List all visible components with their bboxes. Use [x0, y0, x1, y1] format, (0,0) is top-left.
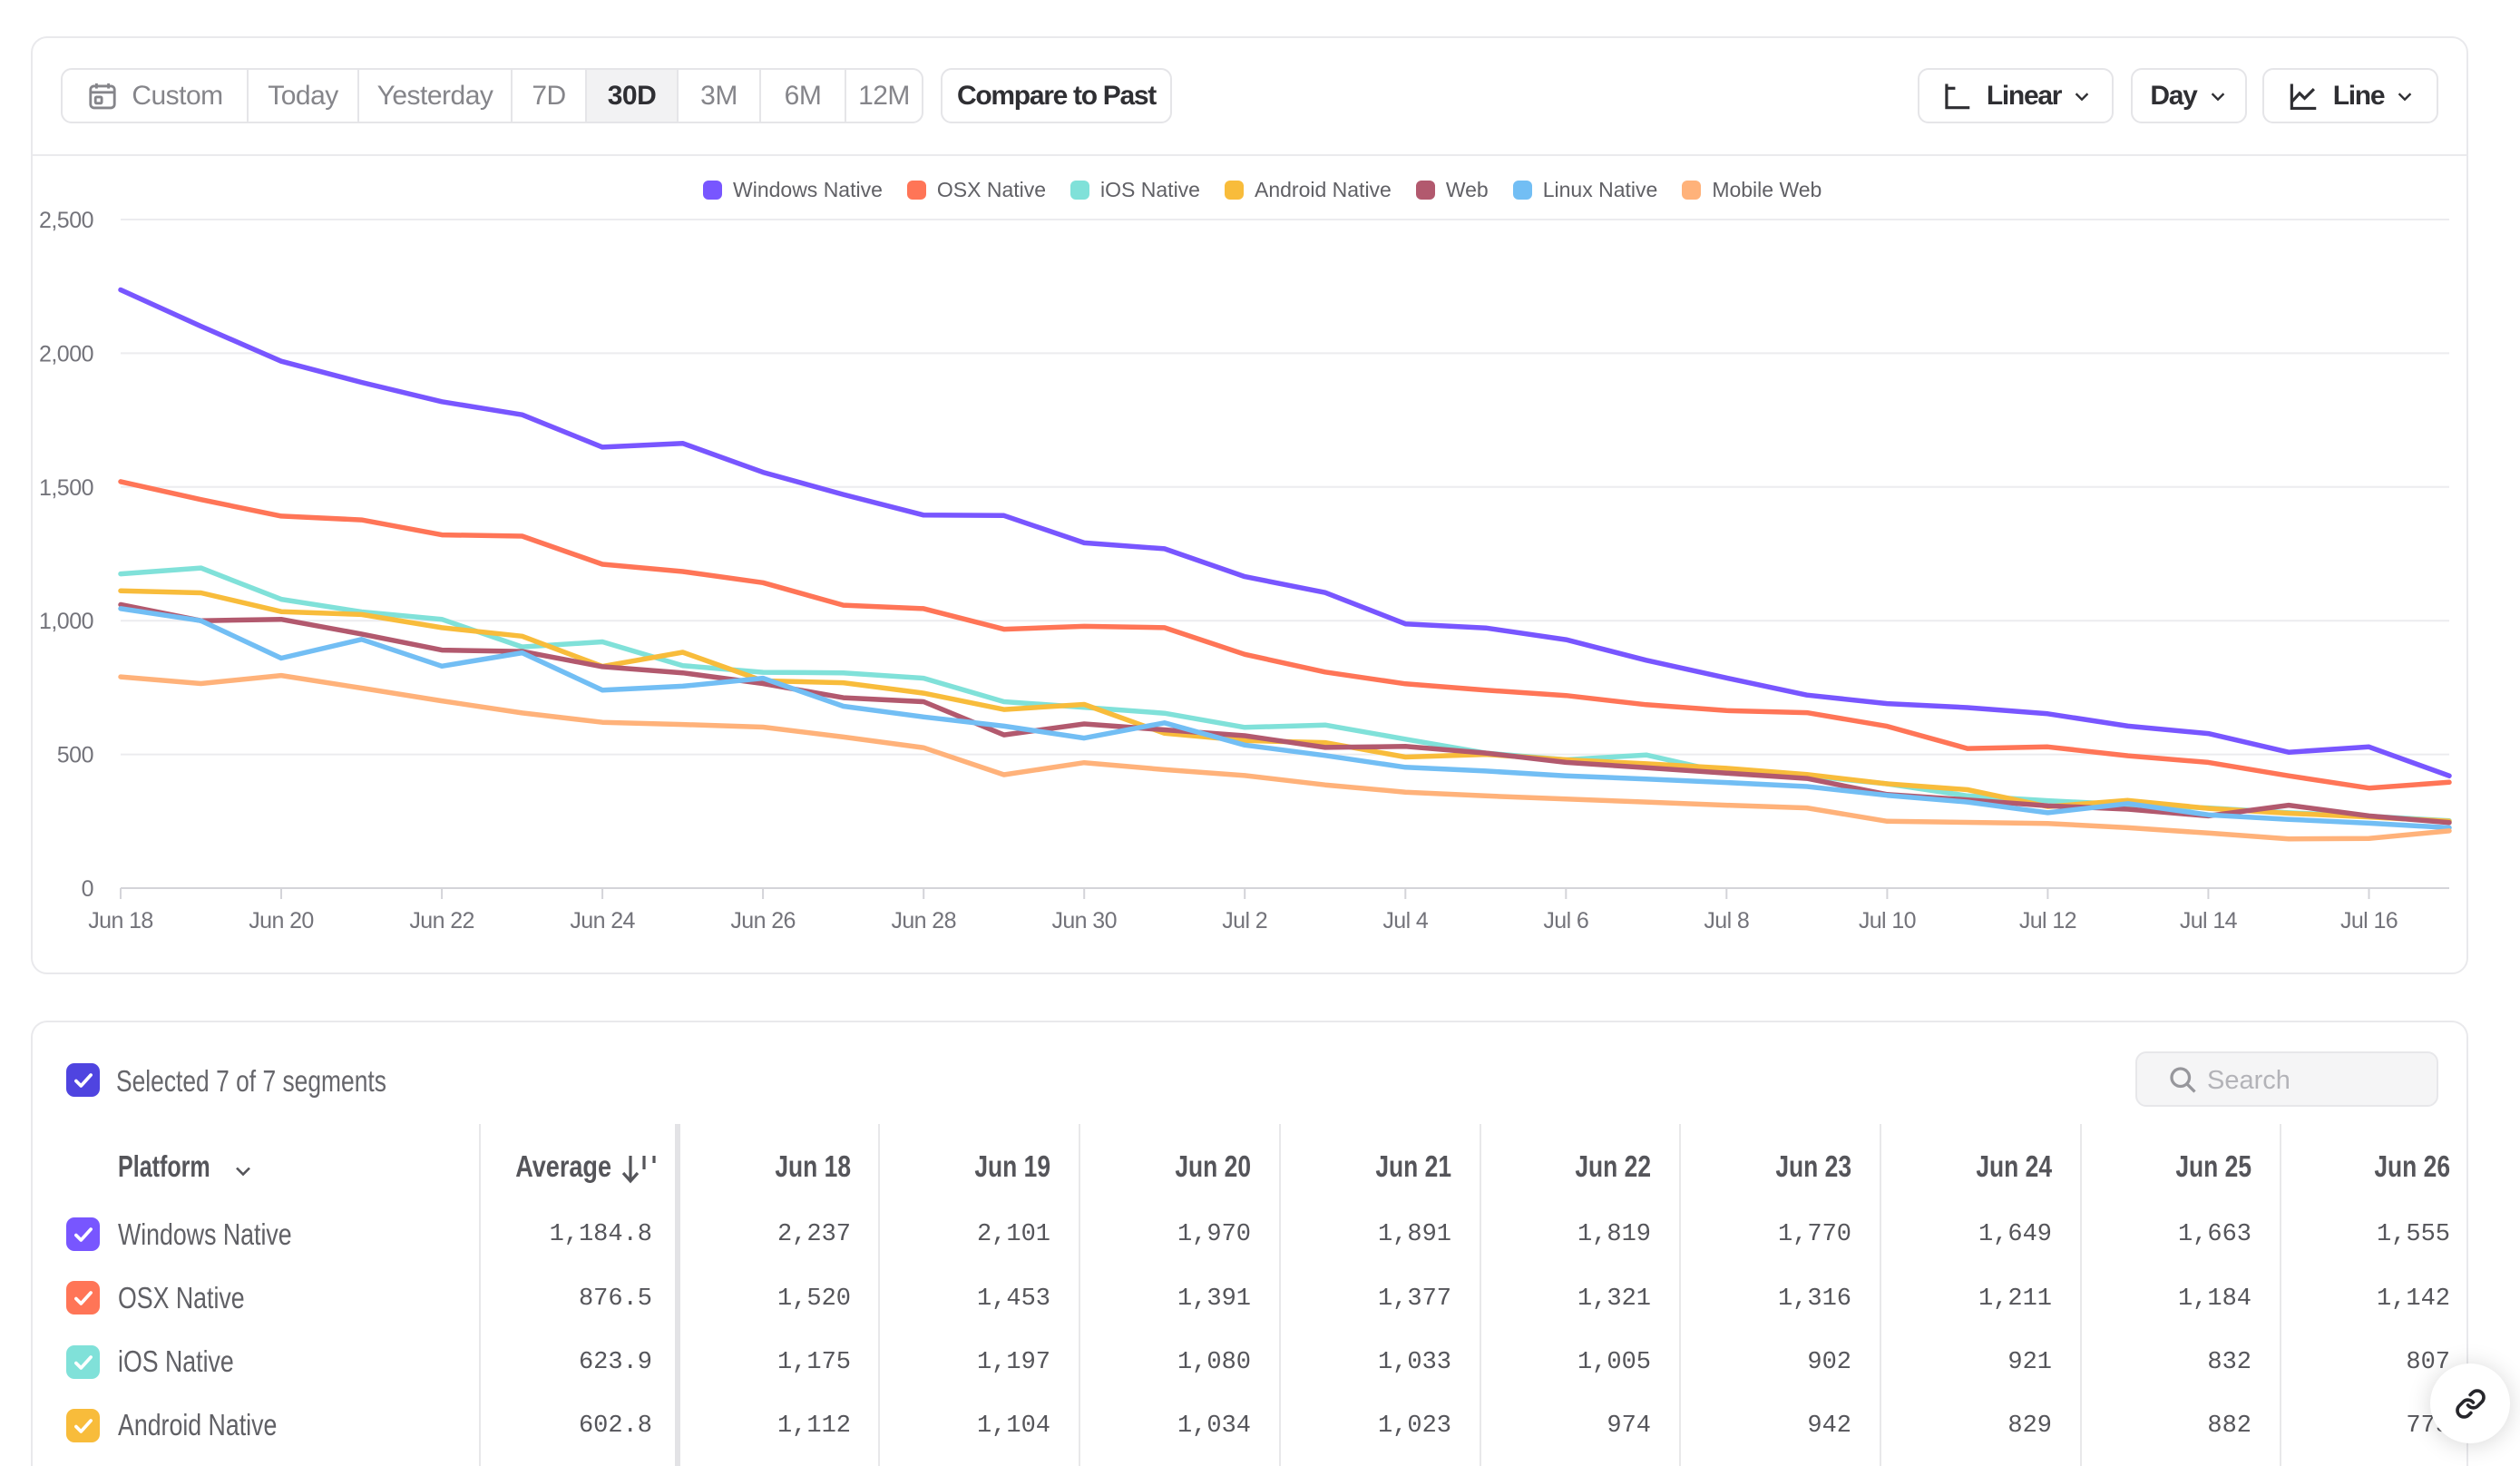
- svg-text:Jul 4: Jul 4: [1382, 908, 1429, 933]
- svg-text:Jun 22: Jun 22: [409, 908, 474, 933]
- svg-text:Jun 24: Jun 24: [570, 908, 635, 933]
- svg-text:Jun 28: Jun 28: [891, 908, 955, 933]
- svg-text:Jun 20: Jun 20: [249, 908, 313, 933]
- svg-text:Jul 10: Jul 10: [1859, 908, 1916, 933]
- svg-text:1,000: 1,000: [39, 609, 93, 634]
- svg-text:Jul 8: Jul 8: [1704, 908, 1749, 933]
- svg-text:0: 0: [82, 876, 93, 902]
- svg-text:Jul 16: Jul 16: [2340, 908, 2398, 933]
- svg-text:Jun 26: Jun 26: [730, 908, 795, 933]
- svg-text:Jul 12: Jul 12: [2019, 908, 2076, 933]
- svg-text:2,500: 2,500: [39, 208, 93, 233]
- svg-text:500: 500: [57, 743, 93, 768]
- svg-text:Jul 2: Jul 2: [1222, 908, 1267, 933]
- svg-text:Jun 30: Jun 30: [1051, 908, 1116, 933]
- svg-text:1,500: 1,500: [39, 475, 93, 501]
- svg-text:2,000: 2,000: [39, 341, 93, 366]
- svg-text:Jun 18: Jun 18: [88, 908, 152, 933]
- svg-text:Jul 14: Jul 14: [2180, 908, 2238, 933]
- svg-text:Jul 6: Jul 6: [1543, 908, 1588, 933]
